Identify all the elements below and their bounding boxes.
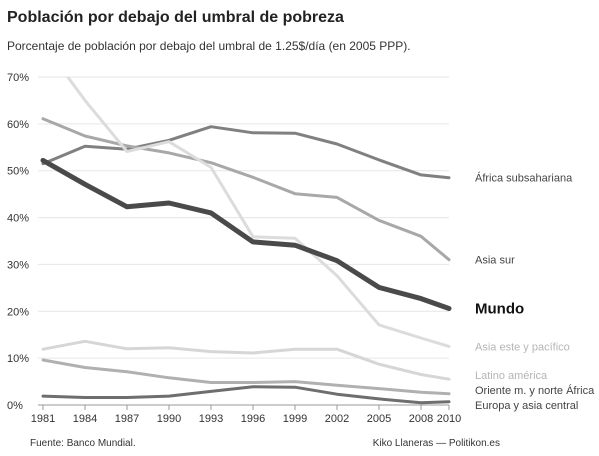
- series-label: Europa y asia central: [475, 400, 578, 412]
- y-tick-label: 40%: [7, 213, 29, 225]
- footer-credit: Kiko Llaneras — Politikon.es: [373, 438, 500, 449]
- y-tick-label: 60%: [7, 119, 29, 131]
- series-label: Latino américa: [475, 370, 548, 382]
- footer-source: Fuente: Banco Mundial.: [30, 438, 136, 449]
- x-tick-label: 1993: [199, 413, 223, 425]
- y-tick-label: 50%: [7, 166, 29, 178]
- series-label: Asia sur: [475, 255, 515, 267]
- series-label: Asia este y pacífico: [475, 341, 570, 353]
- series-label: Oriente m. y norte África: [475, 384, 595, 397]
- grid-lines: [38, 76, 449, 406]
- x-axis-ticks: 1981 1984 1987 1990 1993 1996 1999 2002 2005 2008…: [31, 405, 461, 425]
- y-tick-label: 20%: [7, 306, 29, 318]
- y-axis-ticks: 0% 10% 20% 30% 40% 50% 60% 70%: [7, 72, 29, 412]
- y-tick-label: 10%: [7, 353, 29, 365]
- series-line-oriente-m-y-norte-frica: [41, 358, 451, 396]
- series-line-latino-am-rica: [41, 339, 451, 381]
- x-tick-label: 1987: [115, 413, 139, 425]
- x-tick-label: 2008: [409, 413, 433, 425]
- y-tick-label: 70%: [7, 72, 29, 84]
- series-line--frica-subsahariana: [41, 125, 451, 180]
- x-tick-label: 1996: [241, 413, 265, 425]
- series-label: Mundo: [475, 300, 524, 317]
- series-line-asia-este-y-pac-fico: [65, 77, 451, 348]
- x-tick-label: 2010: [437, 413, 461, 425]
- series-label: África subsahariana: [475, 172, 573, 185]
- x-tick-label: 1984: [73, 413, 97, 425]
- x-tick-label: 1999: [283, 413, 307, 425]
- x-tick-label: 2002: [325, 413, 349, 425]
- series-line-europa-y-asia-central: [41, 385, 451, 405]
- chart-subtitle: Porcentaje de población por debajo del u…: [7, 39, 411, 53]
- x-tick-label: 2005: [367, 413, 391, 425]
- y-tick-label: 0%: [7, 400, 23, 412]
- x-tick-label: 1990: [157, 413, 181, 425]
- series-labels: África subsahariana Asia sur Mundo Asia est…: [475, 172, 595, 412]
- series-lines: [40, 77, 452, 405]
- series-line-mundo: [40, 157, 452, 311]
- y-tick-label: 30%: [7, 259, 29, 271]
- x-tick-label: 1981: [31, 413, 55, 425]
- chart-title: Población por debajo del umbral de pobre…: [7, 9, 344, 26]
- series-line-asia-sur: [41, 117, 451, 262]
